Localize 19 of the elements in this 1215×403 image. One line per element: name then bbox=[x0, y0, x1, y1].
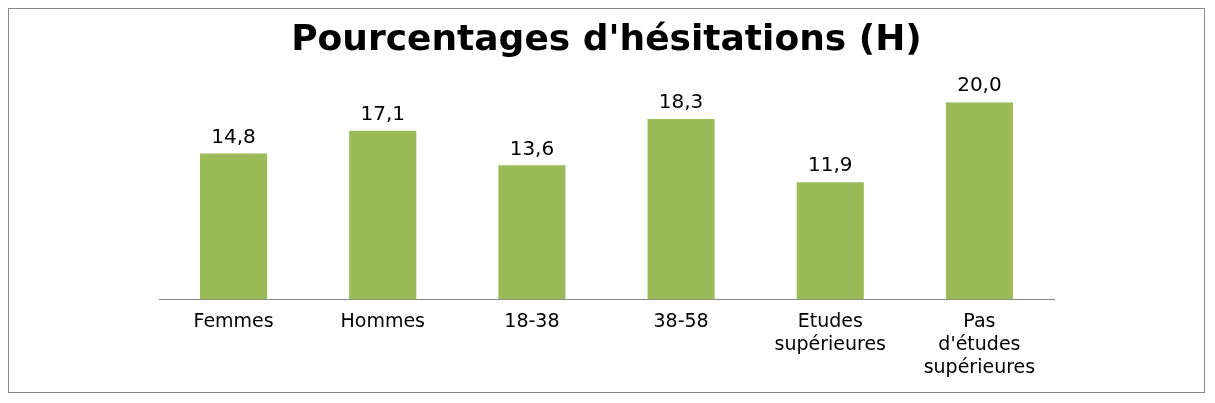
data-label: 13,6 bbox=[509, 135, 555, 160]
chart-title: Pourcentages d'hésitations (H) bbox=[291, 16, 922, 58]
bar bbox=[647, 118, 715, 300]
x-tick-label: Femmes bbox=[193, 308, 274, 331]
data-label: 18,3 bbox=[658, 89, 704, 114]
data-label: 11,9 bbox=[807, 152, 853, 177]
bar bbox=[796, 182, 864, 300]
x-tick-label: Etudes supérieures bbox=[774, 308, 886, 354]
x-tick-label: Hommes bbox=[340, 308, 426, 331]
x-tick-label: Pas d'études supérieures bbox=[923, 308, 1036, 377]
x-tick-label: 38-58 bbox=[653, 308, 709, 331]
data-label: 17,1 bbox=[360, 101, 406, 126]
x-tick-label: 18-38 bbox=[504, 308, 560, 331]
data-label: 14,8 bbox=[211, 123, 256, 148]
bar bbox=[498, 165, 566, 300]
bar bbox=[945, 102, 1013, 300]
bar bbox=[200, 153, 268, 300]
bar bbox=[349, 130, 417, 300]
data-label: 20,0 bbox=[957, 72, 1002, 97]
